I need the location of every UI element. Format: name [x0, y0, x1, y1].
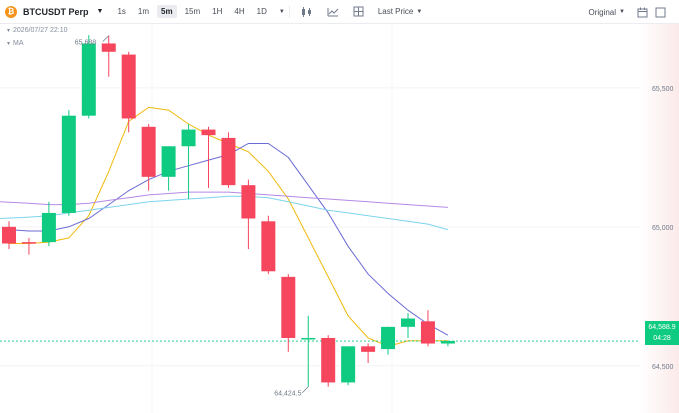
candle-body — [241, 185, 256, 219]
candle-body — [121, 54, 136, 119]
timeframe-1h-button[interactable]: 1H — [212, 7, 223, 16]
candle-body — [321, 337, 336, 383]
y-tick-label: 65,000 — [652, 225, 674, 232]
candle-body — [440, 341, 455, 344]
candle-body — [341, 346, 356, 383]
toolbar-divider — [288, 5, 290, 18]
legend-ma-text: MA — [13, 40, 24, 47]
candle-body — [161, 146, 176, 177]
candle-body — [281, 276, 296, 338]
last-price-value: 64,588.9 — [648, 324, 676, 331]
legend-datetime: ▾ 2026/07/27 22:10 — [7, 27, 68, 34]
toolbar-right: Original ▼ — [588, 0, 667, 24]
symbol-dropdown-caret-icon[interactable]: ▼ — [96, 8, 104, 15]
timeframe-list: 1s 1m 5m 15m 1H 4H 1D — [111, 5, 272, 18]
symbol-name[interactable]: BTCUSDT Perp — [23, 6, 89, 17]
candle-body — [381, 326, 396, 350]
chevron-down-icon: ▼ — [416, 8, 423, 15]
candle-body — [201, 129, 216, 136]
legend-toggle-icon[interactable]: ▾ — [7, 28, 11, 34]
candle-body — [401, 318, 415, 327]
candle-body — [101, 43, 116, 52]
candle-body — [81, 43, 96, 116]
bitcoin-icon: ₿ — [5, 5, 17, 18]
candle-body — [2, 226, 16, 244]
candle-body — [361, 346, 376, 352]
view-mode-label: Original — [588, 7, 617, 17]
more-timeframes-dropdown[interactable]: ▼ — [273, 9, 285, 15]
timeframe-5m-button[interactable]: 5m — [157, 5, 177, 18]
low-price-annotation: 65,688 — [75, 40, 97, 47]
timeframe-4h-button[interactable]: 4H — [234, 7, 245, 16]
price-axis-background — [640, 24, 679, 413]
candle-body — [21, 242, 36, 244]
candlestick-type-icon[interactable] — [300, 5, 314, 19]
candle-countdown: 04:28 — [653, 335, 671, 342]
timeframe-1s-button[interactable]: 1s — [117, 7, 126, 16]
chevron-down-icon: ▼ — [278, 8, 285, 15]
view-mode-dropdown[interactable]: Original ▼ — [588, 8, 625, 17]
annotation-leader — [302, 386, 309, 393]
fullscreen-icon[interactable] — [653, 5, 667, 19]
calendar-icon[interactable] — [635, 5, 649, 19]
low-price-annotation: 64,424.5 — [274, 391, 301, 398]
legend-ma[interactable]: ▾ MA — [7, 40, 24, 47]
timeframe-1m-button[interactable]: 1m — [137, 7, 150, 16]
annotation-leader — [102, 35, 109, 42]
candle-body — [61, 115, 76, 213]
candle-body — [181, 129, 196, 147]
candle-body — [221, 137, 236, 186]
price-type-label: Last Price — [377, 7, 414, 16]
candle-body — [141, 126, 156, 177]
indicator-icon[interactable] — [326, 5, 340, 19]
y-tick-label: 65,500 — [652, 86, 674, 93]
candle-body — [261, 221, 276, 272]
timeframe-15m-button[interactable]: 15m — [184, 7, 201, 16]
ma-line-3 — [0, 191, 448, 208]
legend-datetime-text: 2026/07/27 22:10 — [13, 27, 68, 34]
chart-toolbar: ₿ BTCUSDT Perp ▼ 1s 1m 5m 15m 1H 4H 1D ▼ Last … — [0, 0, 679, 24]
candle-body — [301, 337, 316, 340]
ma-line-4 — [0, 195, 449, 231]
y-tick-label: 64,500 — [652, 364, 674, 371]
layout-grid-icon[interactable] — [352, 5, 366, 19]
chevron-down-icon: ▼ — [619, 9, 625, 15]
last-price-badge: 64,588.9 04:28 — [645, 321, 679, 345]
price-type-dropdown[interactable]: Last Price ▼ — [378, 7, 423, 16]
candle-body — [41, 212, 56, 243]
ma-toggle-icon[interactable]: ▾ — [7, 41, 11, 47]
candle-body — [420, 321, 435, 344]
timeframe-1d-button[interactable]: 1D — [256, 7, 267, 16]
